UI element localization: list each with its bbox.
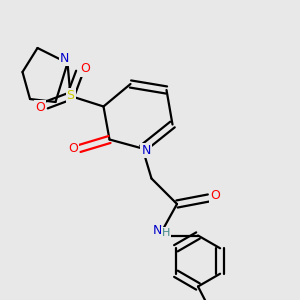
Text: O: O bbox=[35, 101, 45, 114]
Text: N: N bbox=[141, 143, 151, 157]
Text: N: N bbox=[60, 52, 69, 65]
Text: O: O bbox=[80, 62, 90, 76]
Text: N: N bbox=[153, 224, 162, 238]
Text: O: O bbox=[68, 142, 78, 155]
Text: H: H bbox=[162, 227, 170, 238]
Text: O: O bbox=[210, 189, 220, 202]
Text: S: S bbox=[67, 89, 74, 103]
